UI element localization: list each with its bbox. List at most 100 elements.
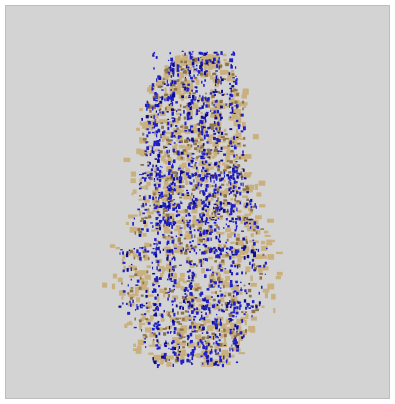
tan-voxel [168,202,174,207]
tan-voxel [183,174,188,181]
blue-voxel [172,93,176,98]
blue-voxel [181,50,184,52]
tan-voxel [137,339,144,346]
tan-voxel [187,79,190,86]
tan-voxel [207,302,212,307]
shadow-voxel [225,254,230,257]
blue-voxel [208,173,211,175]
blue-voxel [153,67,155,70]
tan-voxel [151,229,156,232]
shadow-voxel [246,198,250,202]
tan-voxel [215,125,222,132]
blue-voxel [213,136,216,141]
blue-voxel [189,340,192,344]
blue-voxel [159,100,163,104]
tan-voxel [230,322,237,329]
blue-voxel [200,265,203,267]
tan-voxel [248,172,253,175]
blue-voxel [201,59,204,61]
blue-voxel [229,328,233,331]
blue-voxel [155,100,158,102]
blue-voxel [189,325,192,329]
blue-voxel [227,202,231,205]
shadow-voxel [162,235,166,239]
blue-voxel [158,302,162,307]
blue-voxel [156,177,159,181]
volume-rendering[interactable] [6,6,389,398]
blue-voxel [170,174,174,178]
blue-voxel [196,307,199,311]
tan-voxel [183,223,186,230]
blue-voxel [210,237,212,241]
3d-render-viewport[interactable] [5,5,390,399]
tan-voxel [164,151,169,157]
blue-voxel [167,201,171,204]
tan-voxel [237,257,242,263]
shadow-voxel [139,276,142,280]
blue-voxel [152,357,154,361]
blue-voxel [204,221,207,225]
shadow-voxel [171,171,174,174]
tan-voxel [146,209,150,214]
blue-voxel [215,83,217,86]
blue-voxel [235,315,237,318]
blue-voxel [173,117,176,122]
blue-voxel [187,212,191,216]
shadow-voxel [227,294,232,297]
blue-voxel [156,339,159,343]
blue-voxel [142,304,145,307]
tan-voxel [228,97,235,102]
tan-voxel [123,265,126,272]
blue-voxel [229,255,232,260]
blue-voxel [218,302,221,304]
blue-voxel [177,152,180,156]
tan-voxel [216,360,222,365]
blue-voxel [155,97,159,99]
blue-voxel [148,121,151,125]
tan-voxel [112,273,117,279]
shadow-voxel [206,104,210,108]
tan-voxel [196,297,200,303]
blue-voxel [205,268,209,272]
tan-voxel [223,128,227,133]
tan-voxel [202,171,209,177]
shadow-voxel [178,116,181,119]
blue-voxel [175,210,178,213]
blue-voxel [228,193,231,196]
tan-voxel [208,324,212,330]
tan-voxel [173,60,179,66]
blue-voxel [249,200,252,203]
shadow-voxel [140,163,145,166]
tan-voxel [220,296,225,303]
tan-voxel [167,177,173,182]
tan-voxel [161,138,165,143]
tan-voxel [252,134,259,140]
blue-voxel [163,342,166,347]
blue-voxel [202,143,205,146]
blue-voxel [213,203,217,205]
tan-voxel [180,353,184,356]
shadow-voxel [163,224,165,228]
blue-voxel [189,181,191,185]
blue-voxel [187,68,189,71]
blue-voxel [151,172,153,176]
shadow-voxel [183,237,187,240]
blue-voxel [204,116,206,120]
shadow-voxel [196,156,199,159]
blue-voxel [234,144,236,148]
blue-voxel [163,309,165,313]
tan-voxel [115,246,121,250]
shadow-voxel [193,234,196,239]
tan-voxel [111,283,116,290]
blue-voxel [245,306,248,310]
blue-voxel [218,139,221,143]
tan-voxel [208,282,215,286]
shadow-voxel [190,79,194,83]
shadow-voxel [134,317,137,321]
blue-voxel [228,320,230,323]
blue-voxel [256,226,260,229]
blue-voxel [168,347,170,350]
tan-voxel [205,70,211,77]
blue-voxel [218,209,221,212]
blue-voxel [169,187,173,191]
